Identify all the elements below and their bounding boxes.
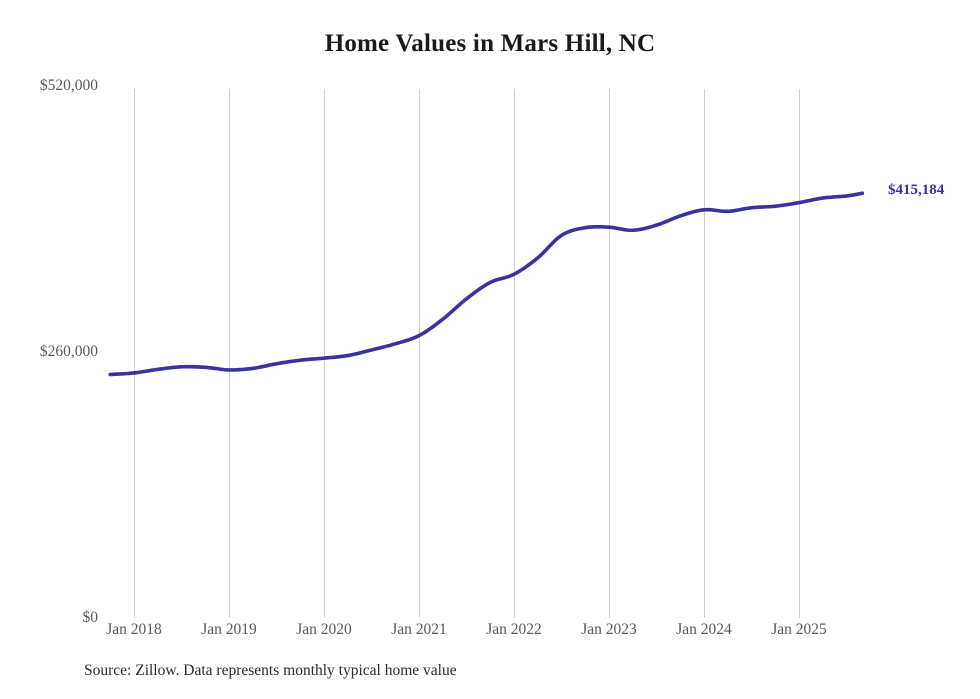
gridline-2025 xyxy=(799,89,800,618)
series-line-typical-home-value xyxy=(108,191,865,377)
gridline-2023 xyxy=(609,89,610,618)
x-axis-tick-2025: Jan 2025 xyxy=(771,621,827,638)
chart-title: Home Values in Mars Hill, NC xyxy=(324,30,656,57)
source-note: Source: Zillow. Data represents monthly … xyxy=(84,662,457,679)
x-axis-tick-2018: Jan 2018 xyxy=(106,621,162,638)
gridline-2024 xyxy=(704,89,705,618)
gridline-2022 xyxy=(514,89,515,618)
x-axis-tick-2024: Jan 2024 xyxy=(676,621,732,638)
gridline-2021 xyxy=(419,89,420,618)
x-axis-tick-2023: Jan 2023 xyxy=(581,621,637,638)
gridline-2019 xyxy=(229,89,230,618)
x-axis-tick-2020: Jan 2020 xyxy=(296,621,352,638)
gridline-2020 xyxy=(324,89,325,618)
x-axis-tick-2022: Jan 2022 xyxy=(486,621,542,638)
y-axis-tick-bottom: $0 xyxy=(82,609,99,626)
y-axis-tick-mid: $260,000 xyxy=(39,343,98,360)
gridline-2018 xyxy=(134,89,135,618)
x-axis-tick-2019: Jan 2019 xyxy=(201,621,257,638)
x-axis-tick-2021: Jan 2021 xyxy=(391,621,447,638)
y-axis-tick-top: $520,000 xyxy=(39,77,98,94)
endpoint-value-label: $415,184 xyxy=(888,182,945,198)
